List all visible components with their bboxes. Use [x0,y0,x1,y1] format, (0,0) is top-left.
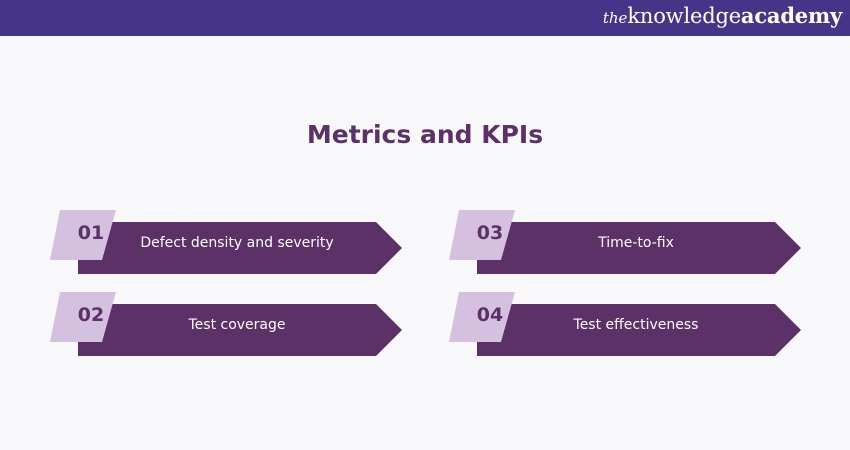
number-tab [50,210,116,260]
metric-shape [50,210,402,274]
brand-prefix: the [602,9,628,27]
number-tab [50,292,116,342]
metric-label: Test effectiveness [573,317,699,333]
metric-item: 04 Test effectiveness [449,292,801,438]
metric-item: 02 Test coverage [50,292,402,438]
metric-number: 03 [476,222,504,244]
arrow-shape [78,304,402,356]
brand-name-light: knowledge [627,4,741,28]
metric-number: 02 [77,304,105,326]
metric-number: 04 [476,304,504,326]
brand-name-bold: academy [740,3,842,28]
number-tab [449,210,515,260]
metric-item: 03 Time-to-fix [449,210,801,356]
brand-logo[interactable]: the knowledge academy [603,3,842,33]
arrow-shape [78,222,402,274]
metric-shape [449,210,801,274]
metric-item: 01 Defect density and severity [50,210,402,356]
arrow-shape [477,222,801,274]
metric-shape [50,292,402,356]
metric-label: Test coverage [188,317,286,333]
number-tab [449,292,515,342]
metric-label: Defect density and severity [140,235,334,251]
metric-shape [449,292,801,356]
page-title: Metrics and KPIs [306,120,544,149]
header-bar: the knowledge academy [0,0,850,36]
metric-label: Time-to-fix [598,235,674,251]
metric-number: 01 [77,222,105,244]
arrow-shape [477,304,801,356]
